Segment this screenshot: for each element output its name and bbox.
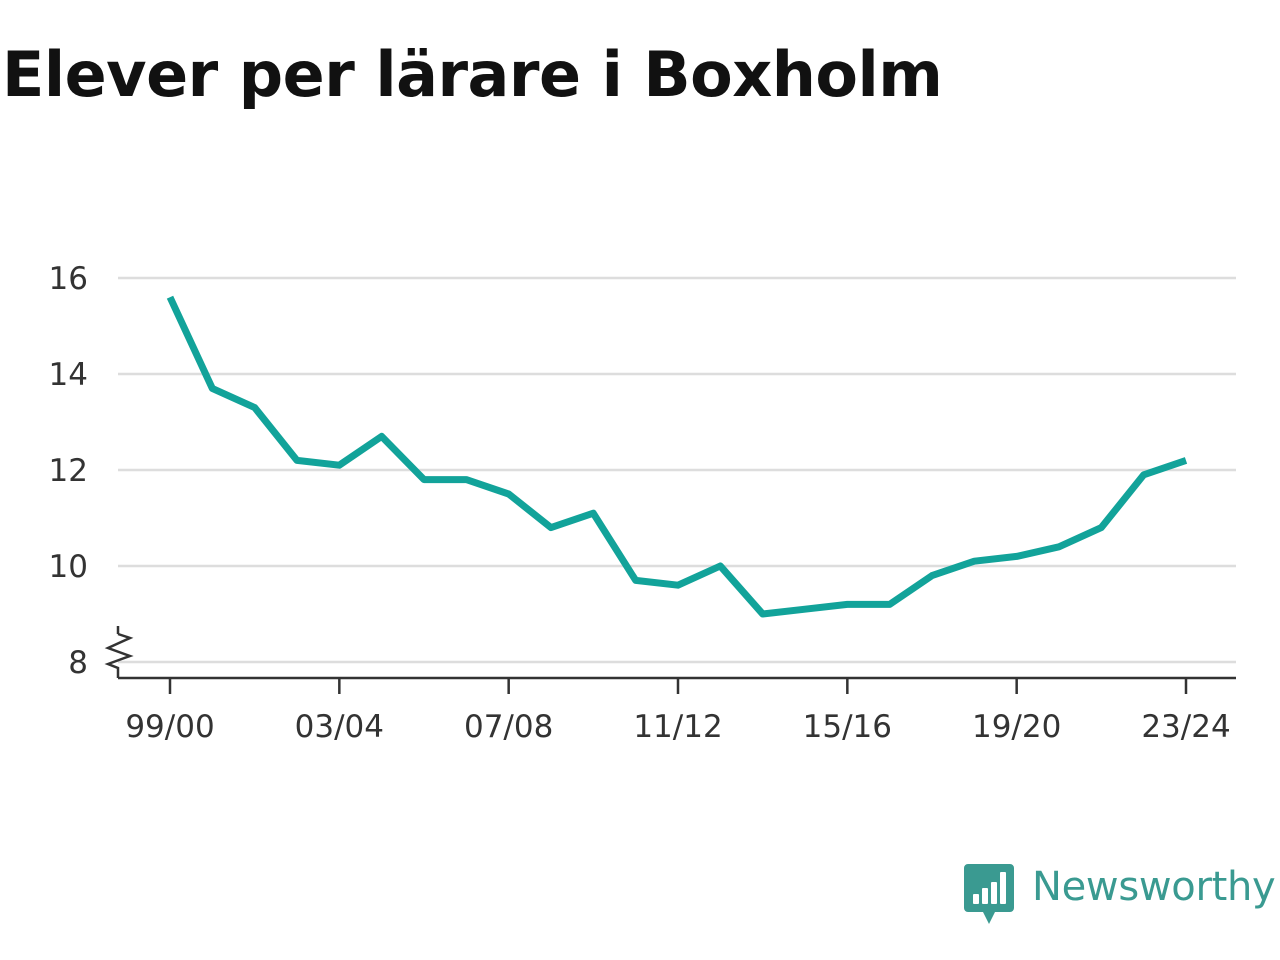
y-axis-break-icon (104, 632, 134, 678)
x-axis: 99/00 03/04 07/08 11/12 15/16 19/20 23/24 (118, 676, 1236, 745)
x-tick-label: 99/00 (125, 709, 214, 745)
series-line-0 (166, 295, 1188, 618)
y-tick-label: 8 (68, 645, 88, 681)
y-tick-label: 10 (49, 549, 88, 585)
x-tick-label: 15/16 (803, 709, 892, 745)
newsworthy-bar-chart-bubble-icon (964, 864, 1014, 924)
gridlines (118, 276, 1236, 664)
brand-logo: Newsworthy (964, 864, 1276, 928)
y-tick-label: 16 (49, 261, 88, 297)
y-tick-label: 12 (49, 453, 88, 489)
x-tick-label: 19/20 (972, 709, 1061, 745)
series-group (166, 295, 1188, 618)
x-tick-label: 11/12 (633, 709, 722, 745)
chart-title: Elever per lärare i Boxholm (2, 38, 943, 111)
brand-name: Newsworthy (1032, 864, 1276, 910)
x-tick-label: 03/04 (295, 709, 384, 745)
x-tick-label: 07/08 (464, 709, 553, 745)
y-tick-label: 14 (49, 357, 88, 393)
x-tick-label: 23/24 (1141, 709, 1230, 745)
y-axis: 8 10 12 14 16 (49, 261, 134, 681)
